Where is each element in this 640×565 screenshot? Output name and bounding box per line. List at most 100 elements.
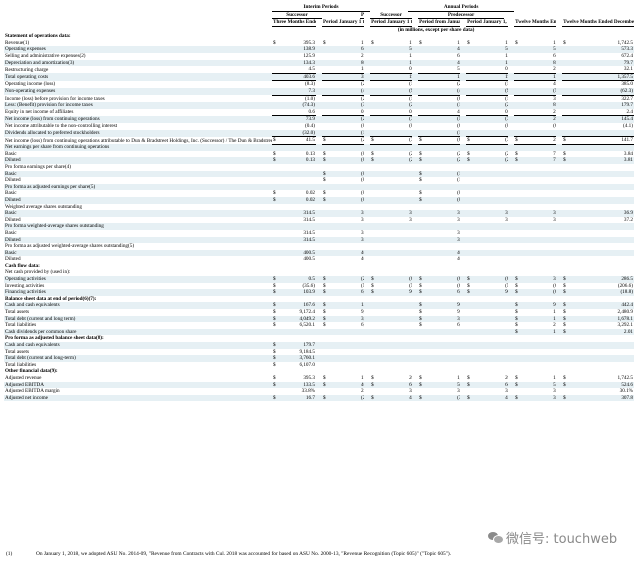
row-label: Less: (Benefit) provision for income tax… — [4, 102, 272, 109]
cell-value — [278, 204, 316, 211]
cell-value — [456, 342, 461, 349]
currency-symbol: $ — [418, 157, 457, 164]
cell-value — [504, 196, 509, 204]
cell-value: 179.7 — [278, 342, 316, 349]
currency-symbol: $ — [323, 322, 326, 329]
cell-value — [456, 328, 461, 336]
table-row: Less: (Benefit) provision for income tax… — [4, 102, 634, 109]
currency-symbol: $ — [371, 282, 374, 289]
currency-symbol — [418, 217, 456, 224]
cell-value — [408, 236, 413, 244]
currency-symbol — [322, 95, 360, 102]
row-label: Diluted — [5, 256, 21, 263]
cell-value: (118.2) — [456, 102, 461, 109]
cell-value — [600, 223, 634, 230]
cell-value: 1,633.9 — [456, 73, 461, 82]
cell-value: 502.1 — [456, 381, 461, 389]
currency-symbol — [562, 256, 600, 263]
currency-symbol — [370, 309, 408, 316]
currency-symbol — [562, 33, 601, 40]
currency-symbol: $ — [273, 150, 276, 157]
cell-value: 403.6 — [278, 73, 316, 82]
currency-symbol: $ — [467, 374, 470, 381]
currency-symbol: $ — [466, 157, 505, 164]
row-label: Depreciation and amortization(3) — [4, 59, 272, 67]
cell-value — [504, 249, 509, 257]
cell-value: 314.5 — [361, 216, 364, 223]
row-label: Basic — [5, 150, 17, 157]
currency-symbol — [562, 73, 601, 82]
currency-symbol: $ — [322, 157, 360, 164]
cell-value — [278, 262, 316, 270]
cell-value: (27.5) — [408, 102, 413, 109]
currency-symbol: $ — [323, 177, 326, 184]
currency-symbol — [466, 236, 505, 244]
currency-symbol: $ — [272, 394, 278, 402]
table-row: Cash and cash equivalents$167.6$138.0$96… — [4, 302, 634, 310]
cell-value: 32.4% — [505, 388, 508, 395]
currency-symbol — [514, 115, 553, 123]
currency-symbol — [370, 217, 408, 224]
cell-value: (455.9) — [456, 87, 461, 96]
currency-symbol — [466, 144, 505, 151]
cell-value — [552, 183, 557, 191]
currency-symbol — [466, 349, 504, 356]
currency-symbol: $ — [562, 157, 601, 164]
table-row: Diluted $ (0.49) $ (1.90) — [4, 177, 634, 184]
cell-value — [552, 262, 557, 270]
cell-value — [504, 342, 509, 349]
cell-value: (2.04) — [408, 157, 413, 164]
currency-symbol: $ — [514, 302, 553, 310]
currency-symbol — [322, 144, 360, 151]
footnote-number: (1) — [6, 551, 13, 557]
cell-value — [278, 296, 316, 303]
currency-symbol: $ — [515, 309, 518, 316]
table-row: Total liabilities $6,107.0 — [4, 362, 634, 369]
row-label: Income (loss) before provision for incom… — [5, 95, 105, 102]
currency-symbol: $ — [370, 157, 409, 164]
currency-symbol — [466, 196, 505, 204]
currency-symbol — [272, 87, 278, 96]
currency-symbol — [322, 164, 360, 171]
header-subgroup: Predecessor — [418, 11, 505, 20]
currency-symbol — [370, 302, 409, 310]
currency-symbol — [514, 108, 553, 117]
cell-value: 37.2 — [623, 216, 633, 223]
row-label: Total assets — [5, 309, 29, 316]
currency-symbol — [514, 223, 553, 230]
currency-symbol: $ — [418, 315, 457, 323]
currency-symbol — [418, 164, 456, 171]
row-label: Balance sheet data at end of period(6)(7… — [5, 295, 97, 302]
currency-symbol — [322, 368, 360, 375]
table-row: Total debt (current and long-term) $3,760… — [4, 355, 634, 362]
table-row: Basic 314.5 314.5 314.5 — [4, 230, 634, 237]
currency-symbol — [370, 296, 408, 303]
row-label: Total liabilities — [5, 322, 37, 329]
cell-value — [278, 177, 316, 184]
currency-symbol — [272, 183, 278, 191]
currency-symbol: $ — [272, 157, 278, 164]
row-label: Restructuring charge — [5, 66, 49, 73]
cell-value: (32.0) — [278, 129, 316, 138]
currency-symbol: $ — [418, 302, 457, 310]
cell-value: 0.5 — [504, 108, 509, 117]
cell-value — [456, 262, 461, 270]
cell-value — [552, 249, 557, 257]
currency-symbol — [370, 95, 408, 102]
currency-symbol: $ — [514, 328, 553, 336]
currency-symbol — [272, 66, 278, 74]
cell-value — [552, 368, 557, 375]
currency-symbol — [514, 66, 553, 74]
cell-value: (35.6) — [302, 282, 315, 289]
cell-value: 37.2 — [409, 216, 412, 223]
currency-symbol — [322, 249, 360, 257]
currency-symbol: $ — [272, 196, 278, 204]
currency-symbol: $ — [273, 309, 276, 316]
cell-value: (65.3) — [553, 282, 556, 289]
currency-symbol — [322, 183, 360, 191]
cell-value: (5,952.3) — [361, 282, 364, 289]
table-row: Basic$(0.49)$(1.90) — [4, 170, 634, 178]
cell-value: 1,357.5 — [600, 73, 634, 82]
cell-value: (2.14) — [456, 157, 461, 164]
